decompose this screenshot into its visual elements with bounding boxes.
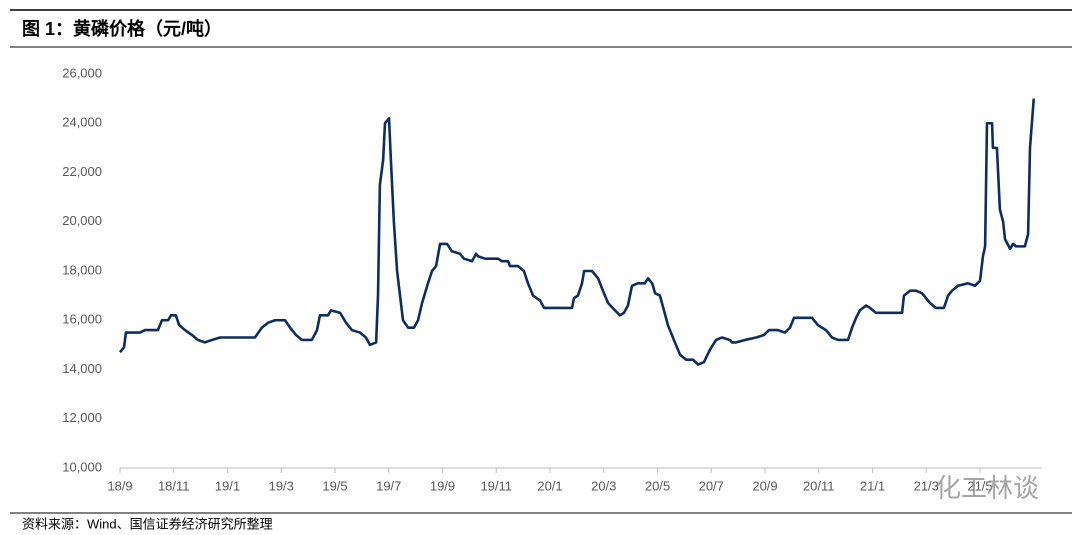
x-tick-label: 19/5: [322, 478, 347, 493]
y-tick-label: 16,000: [62, 312, 102, 327]
x-tick-label: 19/3: [269, 478, 294, 493]
chart-title: 图 1：黄磷价格（元/吨）: [22, 18, 222, 39]
x-tick-label: 19/11: [480, 478, 512, 493]
source: 资料来源：Wind、国信证券经济研究所整理: [22, 516, 273, 531]
x-tick-label: 20/11: [803, 478, 835, 493]
x-tick-label: 20/1: [537, 478, 562, 493]
x-tick-label: 18/9: [107, 478, 132, 493]
x-tick-label: 20/7: [699, 478, 724, 493]
x-tick-label: 19/7: [376, 478, 401, 493]
y-tick-label: 18,000: [62, 262, 102, 277]
price-line: [118, 98, 1036, 366]
x-tick-label: 20/9: [752, 478, 777, 493]
x-tick-label: 20/3: [591, 478, 616, 493]
x-tick-label: 21/3: [914, 478, 939, 493]
x-tick-label: 21/5: [967, 478, 992, 493]
y-tick-label: 24,000: [62, 115, 102, 130]
watermark: 化工林谈: [935, 473, 1039, 503]
y-tick-label: 10,000: [62, 459, 102, 474]
y-tick-label: 12,000: [62, 410, 102, 425]
y-tick-label: 14,000: [62, 361, 102, 376]
y-tick-label: 20,000: [62, 213, 102, 228]
x-tick-label: 21/1: [860, 478, 885, 493]
y-tick-label: 22,000: [62, 164, 102, 179]
x-tick-label: 20/5: [645, 478, 670, 493]
x-tick-label: 18/11: [158, 478, 190, 493]
x-tick-label: 19/1: [215, 478, 240, 493]
y-tick-label: 26,000: [62, 65, 102, 80]
x-tick-label: 19/9: [430, 478, 455, 493]
